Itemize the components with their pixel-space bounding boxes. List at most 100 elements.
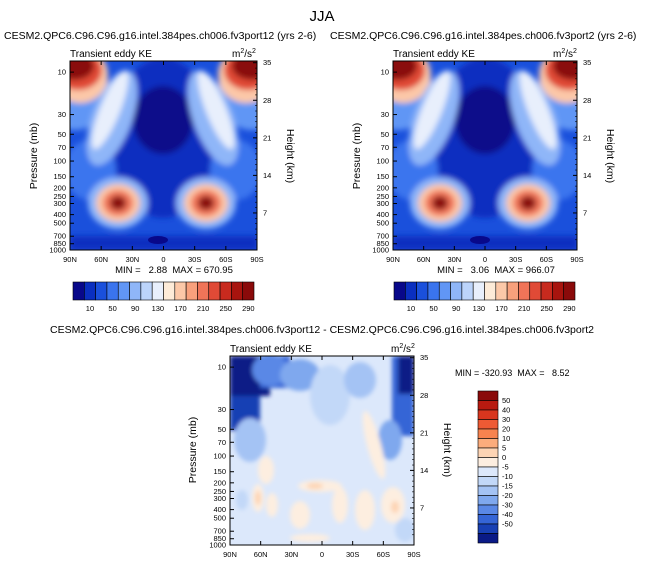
panel-a-ytick-label: 200 <box>53 183 66 192</box>
panel-a-xtick-label: 90N <box>63 255 77 264</box>
panel-b-height-tick-label: 28 <box>583 96 591 105</box>
panel-c-height-tick-label: 21 <box>420 428 428 437</box>
panel-b-colorbar-box <box>393 281 406 301</box>
panel-c-colorbar-label: 10 <box>502 434 510 443</box>
panel-a-ytick-label: 100 <box>53 157 66 166</box>
panel-a-ytick-label: 30 <box>58 110 66 119</box>
panel-a-colorbar-box <box>151 281 164 301</box>
panel-b-ytick-label: 850 <box>376 239 389 248</box>
panel-a-xtick-label: 60S <box>219 255 232 264</box>
panel-c-ytick-label: 50 <box>218 425 226 434</box>
panel-b-colorbar-box <box>495 281 508 301</box>
panel-c-ytick-label: 100 <box>213 452 226 461</box>
panel-b-ytick-label: 250 <box>376 192 389 201</box>
panel-c-colorbar-box <box>477 533 499 544</box>
panel-c-units: m2/s2 <box>391 343 415 355</box>
panel-c-colorbar-label: -15 <box>502 482 513 491</box>
panel-b-colorbar-label: 90 <box>452 304 460 313</box>
panel-c-ytick-label: 200 <box>213 478 226 487</box>
panel-a-colorbar-box <box>72 281 85 301</box>
panel-a-colorbar-label: 90 <box>131 304 139 313</box>
panel-c-height-tick-label: 14 <box>420 466 428 475</box>
panel-c-xtick-label: 30N <box>284 550 298 559</box>
panel-c-ytick-label: 300 <box>213 494 226 503</box>
panel-c-colorbar-box <box>477 514 499 525</box>
panel-b-ytick-label: 50 <box>381 130 389 139</box>
panel-b-axes: 90N 60N 30N 0 30S 60S 90S103050701001502002503… <box>372 58 591 264</box>
panel-a-colorbar-box <box>231 281 243 301</box>
panel-a-xtick-label: 30N <box>125 255 139 264</box>
panel-c-xtick-label: 90S <box>407 550 420 559</box>
panel-a-colorbar-box <box>95 281 108 301</box>
panel-b-ytick-label: 150 <box>376 172 389 181</box>
panel-c-ytick-label: 700 <box>213 527 226 536</box>
panel-b-ylabel-right: Height (km) <box>604 129 616 183</box>
panel-a-height-tick-label: 14 <box>263 171 271 180</box>
panel-c-colorbar-label: -40 <box>502 510 513 519</box>
panel-c-colorbar-box <box>477 504 499 515</box>
panel-b-ytick-label: 70 <box>381 143 389 152</box>
panel-a-colorbar: 10 50 90 130 170 210 250 290 <box>72 281 255 313</box>
panel-a-field <box>70 61 257 250</box>
panel-a-colorbar-box <box>208 281 221 301</box>
panel-a-units: m2/s2 <box>232 48 256 60</box>
panel-a-colorbar-box <box>84 281 96 301</box>
panel-a-ylabel-right: Height (km) <box>284 129 296 183</box>
panel-c-colorbar-box <box>477 390 499 401</box>
panel-a-colorbar-box <box>140 281 153 301</box>
panel-a-ytick-label: 700 <box>53 232 66 241</box>
panel-b-title: CESM2.QPC6.C96.C96.g16.intel.384pes.ch00… <box>330 30 636 42</box>
panel-b-field <box>393 61 577 250</box>
panel-b-colorbar-box <box>416 281 429 301</box>
panel-a-title: CESM2.QPC6.C96.C96.g16.intel.384pes.ch00… <box>4 30 316 42</box>
panel-a-ytick-label: 400 <box>53 210 66 219</box>
panel-c-axes: 90N 60N 30N 0 30S 60S 90S103050701001502002503… <box>209 353 428 559</box>
panel-a-stats: MIN = 2.88 MAX = 670.95 <box>115 265 233 276</box>
panel-c-ytick-label: 70 <box>218 438 226 447</box>
panel-c-colorbar-label: -5 <box>502 463 509 472</box>
panel-b-xtick-label: 90S <box>570 255 583 264</box>
panel-a-colorbar-label: 250 <box>219 304 232 313</box>
panel-c-colorbar-label: 5 <box>502 444 506 453</box>
panel-b-ytick-label: 700 <box>376 232 389 241</box>
panel-c-colorbar-box <box>477 447 499 458</box>
panel-a-surface-min <box>148 236 168 244</box>
panel-a-colorbar-label: 290 <box>242 304 255 313</box>
panel-a-ytick-label: 10 <box>58 68 66 77</box>
panel-a-height-tick-label: 21 <box>263 133 271 142</box>
panel-b-height-tick-label: 7 <box>583 208 587 217</box>
panel-b-stats: MIN = 3.06 MAX = 966.07 <box>437 265 555 276</box>
panel-c-colorbar-label: 40 <box>502 406 510 415</box>
panel-a-xtick-label: 90S <box>250 255 263 264</box>
panel-b-colorbar-box <box>518 281 531 301</box>
panel-a-height-tick-label: 35 <box>263 58 271 67</box>
panel-b-surface-min <box>470 236 490 244</box>
panel-b-height-tick-label: 14 <box>583 171 591 180</box>
panel-a-colorbar-label: 10 <box>86 304 94 313</box>
panel-c-subtitle: Transient eddy KE <box>230 344 312 355</box>
panel-a-xtick-label: 60N <box>94 255 108 264</box>
panel-b-colorbar-label: 130 <box>473 304 486 313</box>
panel-c-ytick-label: 1000 <box>209 541 226 550</box>
panel-c-height-tick-label: 35 <box>420 353 428 362</box>
panel-b-height-tick-label: 21 <box>583 133 591 142</box>
panel-b-ytick-label: 10 <box>381 68 389 77</box>
panel-c-field <box>230 356 414 545</box>
panel-a-ytick-label: 250 <box>53 192 66 201</box>
panel-c-colorbar-label: -50 <box>502 520 513 529</box>
panel-a-height-tick-label: 28 <box>263 96 271 105</box>
panel-c-xtick-label: 90N <box>223 550 237 559</box>
panel-c-ytick-label: 30 <box>218 405 226 414</box>
panel-a-ylabel: Pressure (mb) <box>28 123 40 190</box>
panel-control-1: CESM2.QPC6.C96.C96.g16.intel.384pes.ch00… <box>4 30 316 313</box>
panel-a-ytick-label: 300 <box>53 199 66 208</box>
panel-difference: CESM2.QPC6.C96.C96.g16.intel.384pes.ch00… <box>50 324 594 559</box>
panel-b-xtick-label: 90N <box>386 255 400 264</box>
panel-a-colorbar-box <box>163 281 176 301</box>
panel-b-subtitle: Transient eddy KE <box>393 49 475 60</box>
panel-a-ytick-label: 50 <box>58 130 66 139</box>
panel-b-colorbar-label: 250 <box>540 304 553 313</box>
panel-c-ytick-label: 400 <box>213 505 226 514</box>
panel-b-colorbar-label: 170 <box>495 304 508 313</box>
